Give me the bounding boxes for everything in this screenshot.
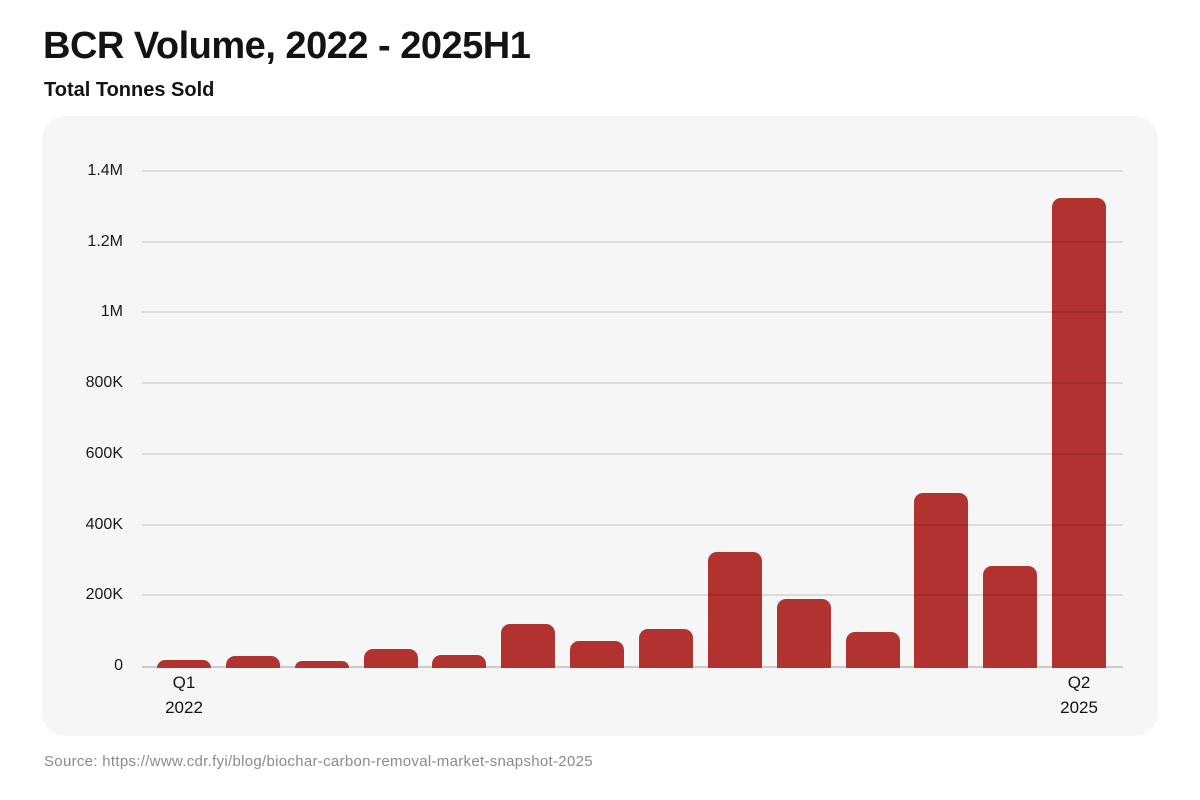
x-axis-baseline (142, 665, 1123, 668)
y-tick-label-400K: 400K (85, 515, 123, 533)
bar-q1-2022 (157, 659, 211, 668)
gridline-200K (142, 594, 1123, 597)
bar-q2-2022 (225, 656, 280, 668)
x-tick-label-q1-2022: Q1 2022 (124, 670, 244, 720)
x-tick-quarter: Q2 (1067, 673, 1091, 692)
x-tick-year: 2022 (165, 698, 203, 717)
y-tick-label-200K: 200K (85, 586, 123, 604)
bar-q4-2023 (638, 628, 693, 668)
gridline-1.4M (142, 170, 1123, 172)
bar-q1-2024 (707, 552, 762, 668)
y-tick-label-0: 0 (114, 657, 123, 674)
bar-q3-2022 (294, 660, 349, 668)
bar-q1-2023 (432, 654, 487, 668)
chart-panel: 0 200K 400K 600K 800K 1M 1.2M 1.4M Q1 2022 Q2 2025 (42, 116, 1158, 736)
y-tick-label-1M: 1M (100, 303, 123, 321)
bar-q1-2025 (983, 565, 1038, 668)
bar-q4-2022 (363, 649, 418, 668)
y-tick-label-1.4M: 1.4M (87, 162, 123, 179)
y-tick-label-600K: 600K (85, 444, 123, 462)
y-tick-label-1.2M: 1.2M (87, 232, 123, 250)
x-tick-year: 2025 (1060, 698, 1098, 717)
gridline-1M (142, 311, 1123, 314)
gridline-800K (142, 382, 1123, 385)
gridline-600K (142, 452, 1123, 455)
bar-q2-2025 (1052, 197, 1107, 668)
gridline-1.2M (142, 240, 1123, 243)
bar-q2-2024 (776, 598, 831, 668)
y-tick-label-800K: 800K (85, 374, 123, 392)
bar-q3-2023 (570, 641, 625, 668)
page-title: BCR Volume, 2022 - 2025H1 (43, 25, 531, 67)
x-tick-quarter: Q1 (172, 673, 196, 692)
bar-q3-2024 (845, 632, 900, 668)
x-tick-label-q2-2025: Q2 2025 (1019, 670, 1139, 720)
page-subtitle: Total Tonnes Sold (44, 79, 215, 101)
bar-q2-2023 (501, 624, 556, 668)
gridline-400K (142, 523, 1123, 526)
bar-q4-2024 (914, 492, 969, 668)
source-text: Source: https://www.cdr.fyi/blog/biochar… (44, 753, 593, 770)
